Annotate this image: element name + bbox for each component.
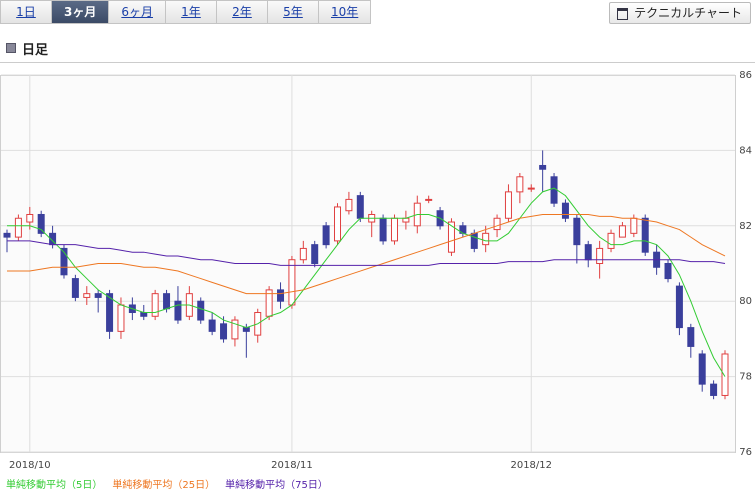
candle-body	[311, 244, 319, 264]
y-tick-label: 86	[739, 70, 752, 81]
tab[interactable]: 1年	[165, 0, 217, 24]
candle-body	[208, 319, 216, 332]
candle-body	[334, 206, 342, 242]
moving-average-line	[7, 240, 726, 266]
candle-body	[470, 232, 478, 249]
legend-label: 単純移動平均（75日）	[225, 478, 328, 491]
candle-body	[94, 293, 102, 298]
divider	[0, 62, 755, 63]
candle-body	[539, 164, 547, 170]
candle-body	[390, 217, 398, 242]
candle-body	[322, 225, 330, 246]
candle-body	[561, 202, 569, 219]
y-tick-label: 80	[739, 296, 752, 307]
legend-label: 単純移動平均（25日）	[112, 478, 215, 491]
candle-body	[573, 217, 581, 246]
candle-body	[596, 247, 604, 264]
section-title: 日足	[6, 39, 48, 58]
candle-body	[664, 263, 672, 280]
candle-body	[60, 247, 68, 276]
candle-body	[516, 176, 524, 193]
candle-body	[504, 191, 512, 219]
candle-body	[14, 217, 22, 238]
candle-body	[425, 198, 433, 201]
candle-body	[698, 353, 706, 385]
candle-body	[220, 323, 228, 340]
tab[interactable]: 10年	[318, 0, 372, 24]
tab[interactable]: 6ヶ月	[108, 0, 166, 24]
candle-body	[163, 293, 171, 310]
x-tick-label: 2018/11	[271, 460, 313, 471]
y-tick-label: 78	[739, 372, 752, 383]
candle-body	[151, 293, 159, 317]
candle-body	[641, 217, 649, 253]
tab[interactable]: 1日	[0, 0, 52, 24]
candle-body	[527, 187, 535, 190]
tab-bar: 1日 3ヶ月 6ヶ月 1年 2年 5年 10年	[0, 0, 372, 24]
candle-body	[106, 293, 114, 332]
candle-body	[675, 285, 683, 329]
candle-body	[299, 247, 307, 261]
candle-body	[630, 217, 638, 234]
candle-body	[493, 217, 501, 231]
candle-body	[356, 195, 364, 219]
candle-body	[482, 232, 490, 246]
candle-body	[26, 213, 34, 223]
technical-chart-button[interactable]: テクニカルチャート	[609, 2, 751, 24]
tab[interactable]: 3ヶ月	[51, 0, 110, 24]
candle-body	[447, 221, 455, 253]
candle-body	[584, 244, 592, 261]
candle-body	[687, 327, 695, 347]
candle-body	[37, 213, 45, 234]
candle-body	[231, 319, 239, 340]
candle-body	[402, 217, 410, 223]
candle-body	[83, 293, 91, 298]
candle-body	[710, 383, 718, 396]
x-tick-label: 2018/10	[9, 460, 51, 471]
x-tick-label: 2018/12	[510, 460, 552, 471]
candle-body	[607, 232, 615, 249]
candle-body	[288, 259, 296, 306]
tab[interactable]: 2年	[216, 0, 268, 24]
candle-body	[242, 327, 250, 332]
candle-body	[618, 225, 626, 238]
y-tick-label: 84	[739, 145, 752, 156]
candle-body	[3, 232, 11, 238]
candle-body	[277, 289, 285, 302]
moving-average-line	[7, 187, 726, 377]
legend-label: 単純移動平均（5日）	[6, 478, 102, 491]
candle-body	[197, 300, 205, 321]
candle-body	[379, 217, 387, 242]
candle-body	[345, 198, 353, 212]
candle-body	[71, 278, 79, 298]
y-tick-label: 82	[739, 221, 752, 232]
candle-body	[721, 353, 729, 396]
candle-body	[174, 300, 182, 321]
candle-body	[140, 312, 148, 317]
candle-body	[117, 304, 125, 332]
y-tick-label: 76	[739, 447, 752, 458]
moving-average-line	[7, 213, 726, 295]
